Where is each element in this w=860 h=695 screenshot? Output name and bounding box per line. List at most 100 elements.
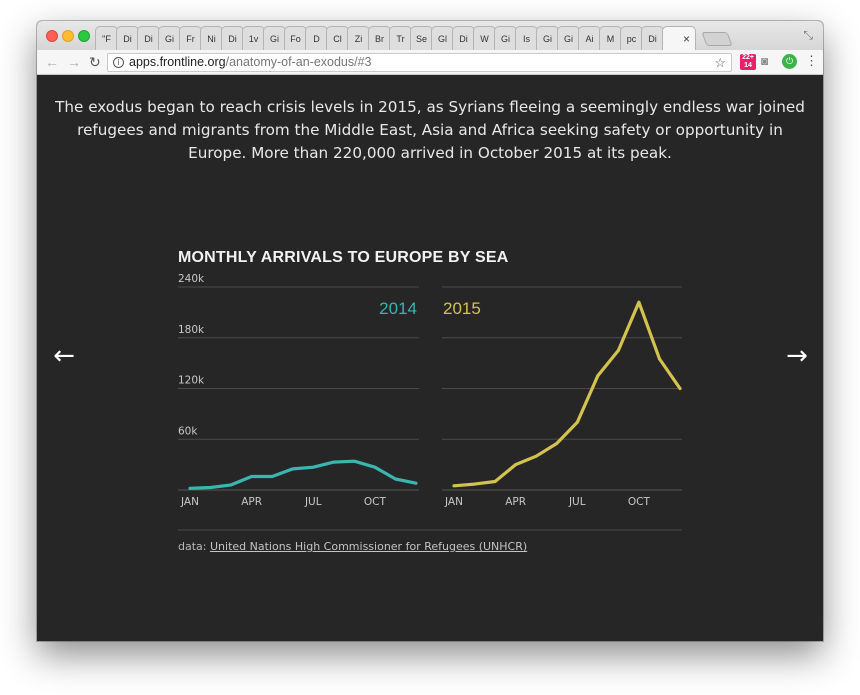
browser-menu-icon[interactable]: ⋮ — [805, 53, 818, 68]
data-point-2015 — [575, 420, 579, 424]
browser-tab[interactable]: Gi — [494, 26, 517, 50]
browser-tab[interactable]: Se — [410, 26, 433, 50]
extension-badge-icon[interactable]: 22+ 14 — [740, 54, 756, 70]
reload-icon[interactable]: ↻ — [89, 54, 101, 70]
data-point-2014 — [414, 481, 418, 485]
browser-tab[interactable]: Di — [221, 26, 244, 50]
address-toolbar: ← → ↻ i apps.frontline.org/anatomy-of-an… — [37, 50, 823, 75]
maximize-window-button[interactable] — [78, 30, 90, 42]
browser-tab[interactable]: D — [305, 26, 328, 50]
browser-tab[interactable]: Ai — [578, 26, 601, 50]
browser-tab[interactable]: Di — [641, 26, 664, 50]
series-label-2015: 2015 — [443, 299, 481, 318]
source-prefix: data: — [178, 540, 207, 553]
data-point-2015 — [534, 454, 538, 458]
y-tick-label: 240k — [178, 273, 205, 285]
x-tick-label: JUL — [568, 496, 586, 508]
next-slide-arrow-icon[interactable]: → — [786, 341, 808, 371]
previous-slide-arrow-icon[interactable]: ← — [53, 341, 75, 371]
y-tick-label: 180k — [178, 324, 205, 336]
camera-extension-icon[interactable]: ◙ — [761, 54, 769, 68]
data-point-2014 — [394, 477, 397, 481]
series-line-2015 — [452, 300, 682, 488]
browser-tab[interactable]: Gi — [536, 26, 559, 50]
y-tick-label: 120k — [178, 375, 205, 387]
data-point-2014 — [229, 483, 233, 487]
browser-tab[interactable]: Fo — [284, 26, 307, 50]
browser-tab[interactable]: Gi — [263, 26, 286, 50]
browser-tab[interactable]: Fr — [179, 26, 202, 50]
browser-tab[interactable]: Ni — [200, 26, 223, 50]
data-point-2015 — [493, 480, 497, 483]
browser-tab[interactable]: Di — [116, 26, 139, 50]
browser-tab[interactable]: W — [473, 26, 496, 50]
browser-window: "F Di Di Gi Fr Ni Di 1v Gi Fo D Cl Zi Br Tr Se Gl Di W Gi Is… — [37, 21, 823, 641]
data-point-2014 — [250, 475, 254, 478]
x-tick-label: APR — [241, 496, 262, 508]
data-point-2014 — [291, 467, 295, 471]
browser-tab[interactable]: Gl — [431, 26, 454, 50]
series-line-2014 — [188, 459, 418, 490]
data-point-2014 — [332, 460, 336, 464]
x-tick-label: APR — [505, 496, 526, 508]
data-point-2015 — [637, 300, 641, 304]
title-bar: "F Di Di Gi Fr Ni Di 1v Gi Fo D Cl Zi Br Tr Se Gl Di W Gi Is… — [37, 21, 823, 50]
browser-tab[interactable]: Gi — [557, 26, 580, 50]
back-arrow-icon[interactable]: ← — [45, 54, 59, 70]
url-text: apps.frontline.org/anatomy-of-an-exodus/… — [129, 54, 372, 71]
data-point-2014 — [373, 465, 377, 469]
tab-strip: "F Di Di Gi Fr Ni Di 1v Gi Fo D Cl Zi Br Tr Se Gl Di W Gi Is… — [95, 26, 733, 50]
minimize-window-button[interactable] — [62, 30, 74, 42]
data-point-2015 — [555, 442, 559, 445]
browser-tab[interactable]: Tr — [389, 26, 412, 50]
forward-arrow-icon[interactable]: → — [67, 54, 81, 70]
series-label-2014: 2014 — [379, 299, 417, 318]
bookmark-star-icon[interactable]: ☆ — [714, 55, 726, 70]
x-tick-label: JAN — [444, 496, 463, 508]
browser-tab[interactable]: Is — [515, 26, 538, 50]
browser-tab[interactable]: "F — [95, 26, 118, 50]
close-window-button[interactable] — [46, 30, 58, 42]
browser-tab[interactable]: Cl — [326, 26, 349, 50]
info-icon[interactable]: i — [113, 57, 124, 68]
arrivals-chart: 240k 180k 120k 60k JAN APR JUL OCT 2014 JAN APR JUL… — [170, 249, 690, 581]
browser-tab[interactable]: Di — [452, 26, 475, 50]
data-point-2014 — [352, 459, 356, 463]
url-path: /anatomy-of-an-exodus/#3 — [225, 55, 372, 69]
browser-tab[interactable]: Di — [137, 26, 160, 50]
data-point-2015 — [658, 357, 661, 361]
browser-tab[interactable]: Zi — [347, 26, 370, 50]
address-bar[interactable]: i apps.frontline.org/anatomy-of-an-exodu… — [107, 53, 732, 72]
data-point-2014 — [270, 475, 274, 478]
data-point-2015 — [596, 374, 600, 378]
data-point-2015 — [514, 463, 518, 467]
active-tab[interactable]: × — [662, 26, 696, 50]
x-tick-label: JUL — [304, 496, 322, 508]
data-point-2014 — [311, 465, 315, 469]
page-content: The exodus began to reach crisis levels … — [37, 76, 823, 641]
x-tick-label: OCT — [628, 496, 651, 508]
browser-tab[interactable]: Gi — [158, 26, 181, 50]
x-tick-label: OCT — [364, 496, 387, 508]
data-point-2015 — [616, 349, 620, 352]
data-point-2015 — [452, 484, 456, 488]
intro-paragraph: The exodus began to reach crisis levels … — [55, 98, 805, 162]
chart-svg: 240k 180k 120k 60k JAN APR JUL OCT 2014 JAN APR JUL… — [178, 273, 682, 531]
data-point-2015 — [678, 387, 682, 390]
new-tab-button[interactable] — [701, 32, 733, 46]
browser-tab[interactable]: M — [599, 26, 622, 50]
chart-title: MONTHLY ARRIVALS TO EUROPE BY SEA — [178, 249, 509, 266]
y-tick-label: 60k — [178, 425, 198, 437]
source-link[interactable]: United Nations High Commissioner for Ref… — [209, 540, 528, 553]
browser-tab[interactable]: 1v — [242, 26, 265, 50]
browser-tab[interactable]: Br — [368, 26, 391, 50]
x-tick-label: JAN — [180, 496, 199, 508]
fullscreen-icon[interactable]: ⤡ — [803, 28, 813, 42]
url-host: apps.frontline.org — [129, 55, 226, 69]
source-note: data: United Nations High Commissioner f… — [178, 540, 527, 553]
power-extension-icon[interactable]: ⏻ — [782, 54, 797, 69]
data-point-2014 — [209, 486, 212, 489]
data-point-2015 — [473, 482, 476, 486]
browser-tab[interactable]: pc — [620, 26, 643, 50]
data-point-2014 — [188, 486, 192, 490]
